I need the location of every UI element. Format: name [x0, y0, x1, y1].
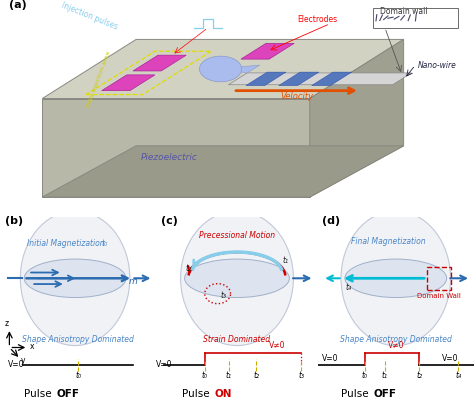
Bar [373, 8, 457, 27]
Text: t₀: t₀ [202, 371, 208, 380]
Polygon shape [42, 99, 310, 197]
Polygon shape [133, 55, 186, 71]
Text: t₂: t₂ [185, 263, 191, 272]
Text: Pulse: Pulse [24, 389, 55, 400]
Text: t₃: t₃ [299, 371, 304, 380]
Text: t₃: t₃ [221, 290, 227, 299]
Polygon shape [220, 65, 260, 73]
Text: Pulse: Pulse [182, 389, 213, 400]
Text: t₁: t₁ [226, 371, 232, 380]
Text: V=0: V=0 [156, 360, 173, 369]
Text: (a): (a) [9, 0, 27, 10]
Text: OFF: OFF [374, 389, 397, 400]
Text: t₄: t₄ [456, 371, 461, 380]
Text: V=0: V=0 [8, 360, 24, 369]
Ellipse shape [24, 259, 126, 297]
Text: (d): (d) [322, 216, 340, 227]
Text: OFF: OFF [56, 389, 79, 400]
Text: Injection pulses: Injection pulses [60, 0, 118, 31]
Text: Nano-wire: Nano-wire [418, 61, 456, 70]
Text: Domain Wall: Domain Wall [417, 292, 461, 299]
Polygon shape [311, 72, 352, 85]
Polygon shape [310, 39, 404, 197]
Text: z: z [5, 319, 9, 328]
Text: DWs injection area: DWs injection area [86, 50, 111, 108]
Text: m: m [128, 277, 137, 286]
Circle shape [181, 211, 293, 346]
Text: y: y [21, 356, 26, 365]
Text: V≠0: V≠0 [388, 342, 404, 351]
Text: Shape Anisotropy Dominated: Shape Anisotropy Dominated [340, 335, 452, 344]
Text: t₀: t₀ [75, 371, 81, 380]
Text: (c): (c) [161, 216, 178, 227]
Text: x: x [30, 342, 34, 351]
Text: Final Magnetization: Final Magnetization [351, 237, 425, 246]
Text: t₄: t₄ [346, 283, 352, 292]
Text: Pulse: Pulse [341, 389, 373, 400]
Polygon shape [42, 146, 404, 197]
Polygon shape [102, 75, 155, 91]
Text: (b): (b) [5, 216, 23, 227]
Text: t₂: t₂ [416, 371, 422, 380]
Bar [427, 267, 450, 290]
Ellipse shape [185, 259, 289, 297]
Text: Piezoelectric: Piezoelectric [141, 153, 197, 162]
Text: t₀: t₀ [102, 239, 108, 248]
Polygon shape [246, 72, 286, 85]
Circle shape [20, 211, 130, 346]
Text: t₁: t₁ [282, 256, 288, 265]
Text: Initial Magnetization: Initial Magnetization [27, 239, 104, 248]
Text: t₁: t₁ [382, 371, 388, 380]
Text: V≠0: V≠0 [269, 342, 285, 351]
Text: Velocity: Velocity [280, 92, 313, 101]
Text: Shape Anisotropy Dominated: Shape Anisotropy Dominated [22, 335, 134, 344]
Text: Electrodes: Electrodes [297, 15, 337, 24]
Text: t₂: t₂ [253, 371, 259, 380]
Circle shape [341, 211, 450, 346]
Text: t₀: t₀ [362, 371, 367, 380]
Text: Domain wall: Domain wall [380, 7, 428, 16]
Polygon shape [241, 43, 294, 59]
Text: Precessional Motion: Precessional Motion [199, 231, 275, 240]
Text: V=0: V=0 [442, 353, 459, 362]
Text: Strain Dominated: Strain Dominated [203, 335, 271, 344]
Polygon shape [42, 39, 404, 99]
Text: V=0: V=0 [322, 353, 338, 362]
Ellipse shape [200, 56, 242, 82]
Polygon shape [279, 72, 319, 85]
Text: ON: ON [214, 389, 232, 400]
Polygon shape [228, 73, 411, 85]
Ellipse shape [345, 259, 447, 297]
